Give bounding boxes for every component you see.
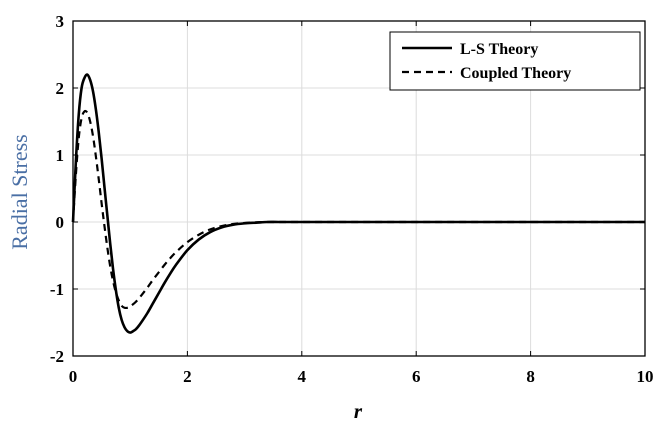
y-axis-label: Radial Stress [7,134,32,250]
legend-box [389,31,641,91]
y-tick-label: 1 [56,146,65,165]
x-tick-label: 0 [69,367,78,386]
ticks [72,20,646,357]
legend-label-ls-theory: L-S Theory [460,41,538,58]
x-tick-label: 10 [637,367,654,386]
y-tick-label: -1 [50,280,64,299]
series-layer [71,73,645,334]
y-tick-label: 2 [56,79,65,98]
y-tick-label: 3 [56,12,65,31]
x-tick-label: 8 [526,367,535,386]
x-tick-label: 6 [412,367,421,386]
x-tick-label: 2 [183,367,192,386]
legend: L-S Theory Coupled Theory [389,31,641,91]
y-tick-label: -2 [50,347,64,366]
series-line-ls-theory [71,73,645,334]
plot-frame [72,20,646,357]
x-axis-label: r [354,399,363,423]
legend-label-coupled-theory: Coupled Theory [460,65,571,82]
x-tick-label: 4 [298,367,307,386]
y-tick-label: 0 [56,213,65,232]
tick-labels: 0 2 4 6 8 10 -2 -1 0 1 2 3 [50,12,654,386]
series-line-coupled-theory [71,109,645,310]
